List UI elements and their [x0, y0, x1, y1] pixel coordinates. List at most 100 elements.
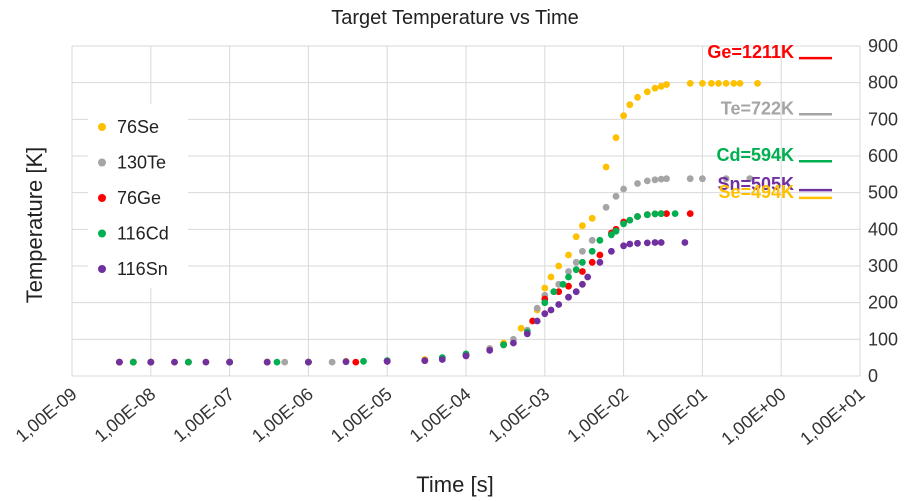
series-76Ge	[116, 210, 694, 366]
data-point	[185, 358, 192, 366]
data-point	[663, 175, 670, 183]
x-tick-label: 1,00E-07	[169, 384, 238, 446]
data-point	[559, 280, 567, 288]
x-tick-label: 1,00E-01	[642, 384, 711, 446]
legend-label: 116Cd	[117, 224, 169, 244]
y-tick-label: 700	[868, 109, 898, 129]
data-point	[651, 84, 659, 92]
x-tick-label: 1,00E-04	[406, 384, 475, 446]
data-point	[555, 301, 563, 308]
data-point	[626, 216, 634, 224]
x-tick-label: 1,00E-05	[327, 384, 396, 446]
legend-marker	[98, 158, 106, 167]
data-point	[681, 239, 689, 246]
data-point	[643, 239, 651, 247]
data-point	[541, 299, 549, 307]
y-tick-label: 900	[868, 36, 898, 56]
data-point	[634, 239, 641, 247]
data-point	[523, 330, 531, 338]
data-point	[565, 273, 572, 281]
data-point	[663, 81, 670, 88]
data-point	[572, 258, 580, 266]
data-point	[579, 258, 586, 266]
data-point	[620, 185, 627, 193]
data-point	[572, 266, 580, 274]
data-point	[588, 214, 596, 222]
series-76Se	[116, 80, 761, 366]
legend: 76Se 130Te 76Ge 116Cd 116Sn	[88, 104, 188, 288]
data-point	[651, 239, 659, 246]
data-point	[565, 251, 572, 259]
data-point	[541, 310, 549, 318]
data-point	[565, 293, 572, 301]
annotation-label: Se=494K	[718, 182, 794, 202]
annotation-label: Cd=594K	[716, 145, 794, 165]
data-point	[147, 358, 155, 366]
data-point	[579, 280, 586, 288]
data-point	[643, 211, 651, 219]
data-point	[305, 358, 312, 366]
data-point	[383, 357, 391, 365]
data-point	[281, 358, 289, 366]
y-tick-labels: 0 100 200 300 400 500 600 700 800 900	[868, 36, 898, 386]
data-point	[533, 317, 541, 325]
x-axis-label: Time [s]	[416, 472, 493, 497]
y-tick-label: 300	[868, 256, 898, 276]
data-point	[657, 82, 665, 90]
legend-label: 76Se	[117, 117, 159, 137]
data-points	[116, 80, 761, 366]
data-point	[657, 239, 665, 246]
legend-marker	[98, 123, 106, 131]
data-point	[500, 341, 507, 349]
data-point	[547, 306, 555, 314]
series-116Cd	[129, 210, 679, 366]
data-point	[596, 236, 604, 244]
data-point	[736, 80, 744, 87]
data-point	[572, 288, 580, 296]
data-point	[565, 268, 572, 275]
data-point	[708, 80, 715, 87]
data-point	[608, 231, 615, 239]
data-point	[612, 134, 620, 142]
data-point	[596, 251, 604, 259]
x-tick-label: 1,00E+00	[717, 384, 789, 449]
y-axis-label: Temperature [K]	[22, 147, 47, 304]
data-point	[686, 80, 694, 87]
series-116Sn	[116, 239, 689, 366]
data-point	[686, 175, 694, 183]
annotation-label: Te=722K	[721, 98, 794, 118]
data-point	[612, 227, 620, 235]
data-point	[634, 180, 641, 187]
data-point	[651, 176, 659, 184]
data-point	[699, 175, 706, 183]
data-point	[579, 222, 586, 230]
data-point	[352, 358, 360, 366]
annotation-label: Sn=505K	[717, 174, 794, 194]
data-point	[565, 282, 572, 290]
data-point	[547, 273, 555, 281]
data-point	[579, 247, 586, 255]
data-point	[541, 284, 549, 292]
x-tick-label: 1,00E+01	[796, 384, 868, 449]
data-point	[602, 203, 610, 211]
data-point	[116, 358, 123, 366]
data-point	[510, 339, 517, 347]
data-point	[555, 288, 563, 296]
data-point	[202, 358, 210, 366]
data-point	[722, 80, 730, 87]
data-point	[634, 93, 641, 101]
data-point	[671, 210, 679, 218]
data-point	[129, 358, 137, 366]
y-tick-label: 600	[868, 146, 898, 166]
x-tick-label: 1,00E-08	[91, 384, 160, 446]
data-point	[579, 268, 586, 275]
data-point	[746, 175, 754, 183]
data-point	[722, 175, 730, 183]
legend-label: 76Ge	[117, 188, 161, 208]
data-point	[226, 358, 234, 366]
x-tick-label: 1,00E-09	[12, 384, 81, 446]
legend-marker	[98, 265, 106, 273]
data-point	[626, 240, 634, 248]
data-point	[663, 210, 670, 218]
